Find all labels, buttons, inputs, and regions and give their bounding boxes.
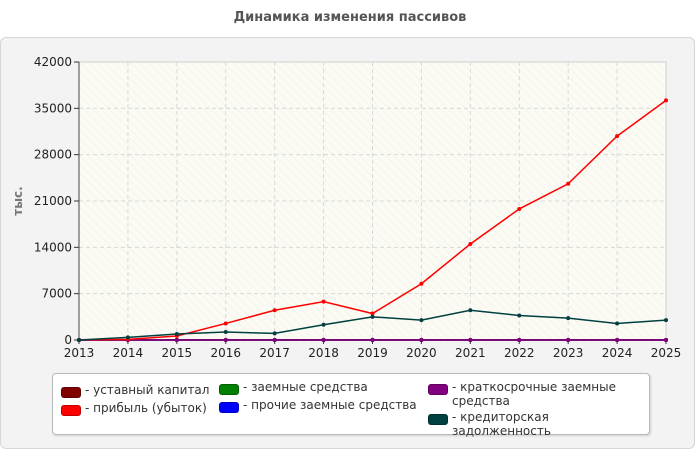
data-point (615, 134, 620, 139)
y-tick-label: 28000 (34, 148, 72, 162)
x-tick-label: 2019 (357, 346, 388, 360)
y-tick-label: 42000 (34, 55, 72, 69)
x-tick-label: 2018 (308, 346, 339, 360)
data-point (566, 181, 571, 186)
data-point (615, 338, 620, 342)
data-point (321, 322, 326, 327)
y-tick-label: 7000 (41, 287, 72, 301)
chart-title: Динамика изменения пассивов (233, 10, 467, 25)
data-point (664, 98, 668, 103)
x-tick-label: 2023 (553, 346, 584, 360)
data-point (517, 313, 522, 318)
x-tick-label: 2025 (651, 346, 682, 360)
legend-label: - краткосрочные заемные средства (452, 380, 616, 408)
x-tick-label: 2020 (406, 346, 437, 360)
legend-item-other-borrowed-funds: - прочие заемные средства (219, 398, 417, 413)
x-tick-label: 2015 (162, 346, 193, 360)
data-point (566, 316, 571, 321)
legend-label: - кредиторская задолженность (452, 410, 551, 438)
x-tick-label: 2021 (455, 346, 486, 360)
legend-item-short-term-borrowed: - краткосрочные заемные средства (428, 380, 643, 408)
data-point (321, 299, 326, 304)
data-point (419, 281, 424, 286)
data-point (370, 311, 375, 316)
data-point (370, 338, 375, 342)
y-tick-label: 14000 (34, 240, 72, 254)
legend: - уставный капитал - прибыль (убыток) - … (52, 373, 650, 438)
x-tick-label: 2016 (210, 346, 241, 360)
data-point (468, 338, 473, 342)
data-point (664, 318, 668, 323)
legend-label: - прочие заемные средства (243, 398, 417, 412)
x-tick-label: 2014 (113, 346, 144, 360)
data-point (468, 242, 473, 247)
data-point (468, 308, 473, 313)
data-point (664, 338, 668, 342)
data-point (223, 330, 228, 335)
data-point (223, 338, 228, 342)
data-point (517, 206, 522, 211)
y-tick-label: 0 (64, 333, 72, 347)
legend-swatch (61, 387, 81, 398)
legend-item-profit: - прибыль (убыток) (61, 401, 207, 416)
data-point (174, 338, 179, 342)
x-tick-label: 2013 (64, 346, 95, 360)
data-point (566, 338, 571, 342)
legend-item-accounts-payable: - кредиторская задолженность (428, 410, 649, 438)
data-point (272, 331, 277, 336)
legend-swatch (219, 402, 239, 413)
data-point (517, 338, 522, 342)
data-point (321, 338, 326, 342)
data-point (174, 332, 179, 337)
y-tick-label: 21000 (34, 194, 72, 208)
data-point (272, 338, 277, 342)
data-point (419, 338, 424, 342)
data-point (77, 338, 81, 342)
data-point (370, 314, 375, 319)
data-point (223, 321, 228, 326)
legend-label: - уставный капитал (85, 383, 210, 397)
x-tick-label: 2017 (259, 346, 290, 360)
legend-swatch (61, 405, 81, 416)
data-point (125, 335, 130, 340)
legend-item-borrowed-funds: - заемные средства (219, 380, 368, 395)
legend-swatch (428, 384, 448, 395)
legend-item-share-capital: - уставный капитал (61, 383, 209, 398)
y-axis-label: тыс. (11, 186, 25, 215)
legend-label: - заемные средства (243, 380, 368, 394)
legend-swatch (428, 414, 448, 425)
x-tick-label: 2024 (602, 346, 633, 360)
x-tick-label: 2022 (504, 346, 535, 360)
data-point (615, 321, 620, 326)
legend-swatch (219, 384, 239, 395)
data-point (272, 308, 277, 313)
data-point (419, 318, 424, 323)
y-tick-label: 35000 (34, 101, 72, 115)
legend-label: - прибыль (убыток) (85, 401, 207, 415)
